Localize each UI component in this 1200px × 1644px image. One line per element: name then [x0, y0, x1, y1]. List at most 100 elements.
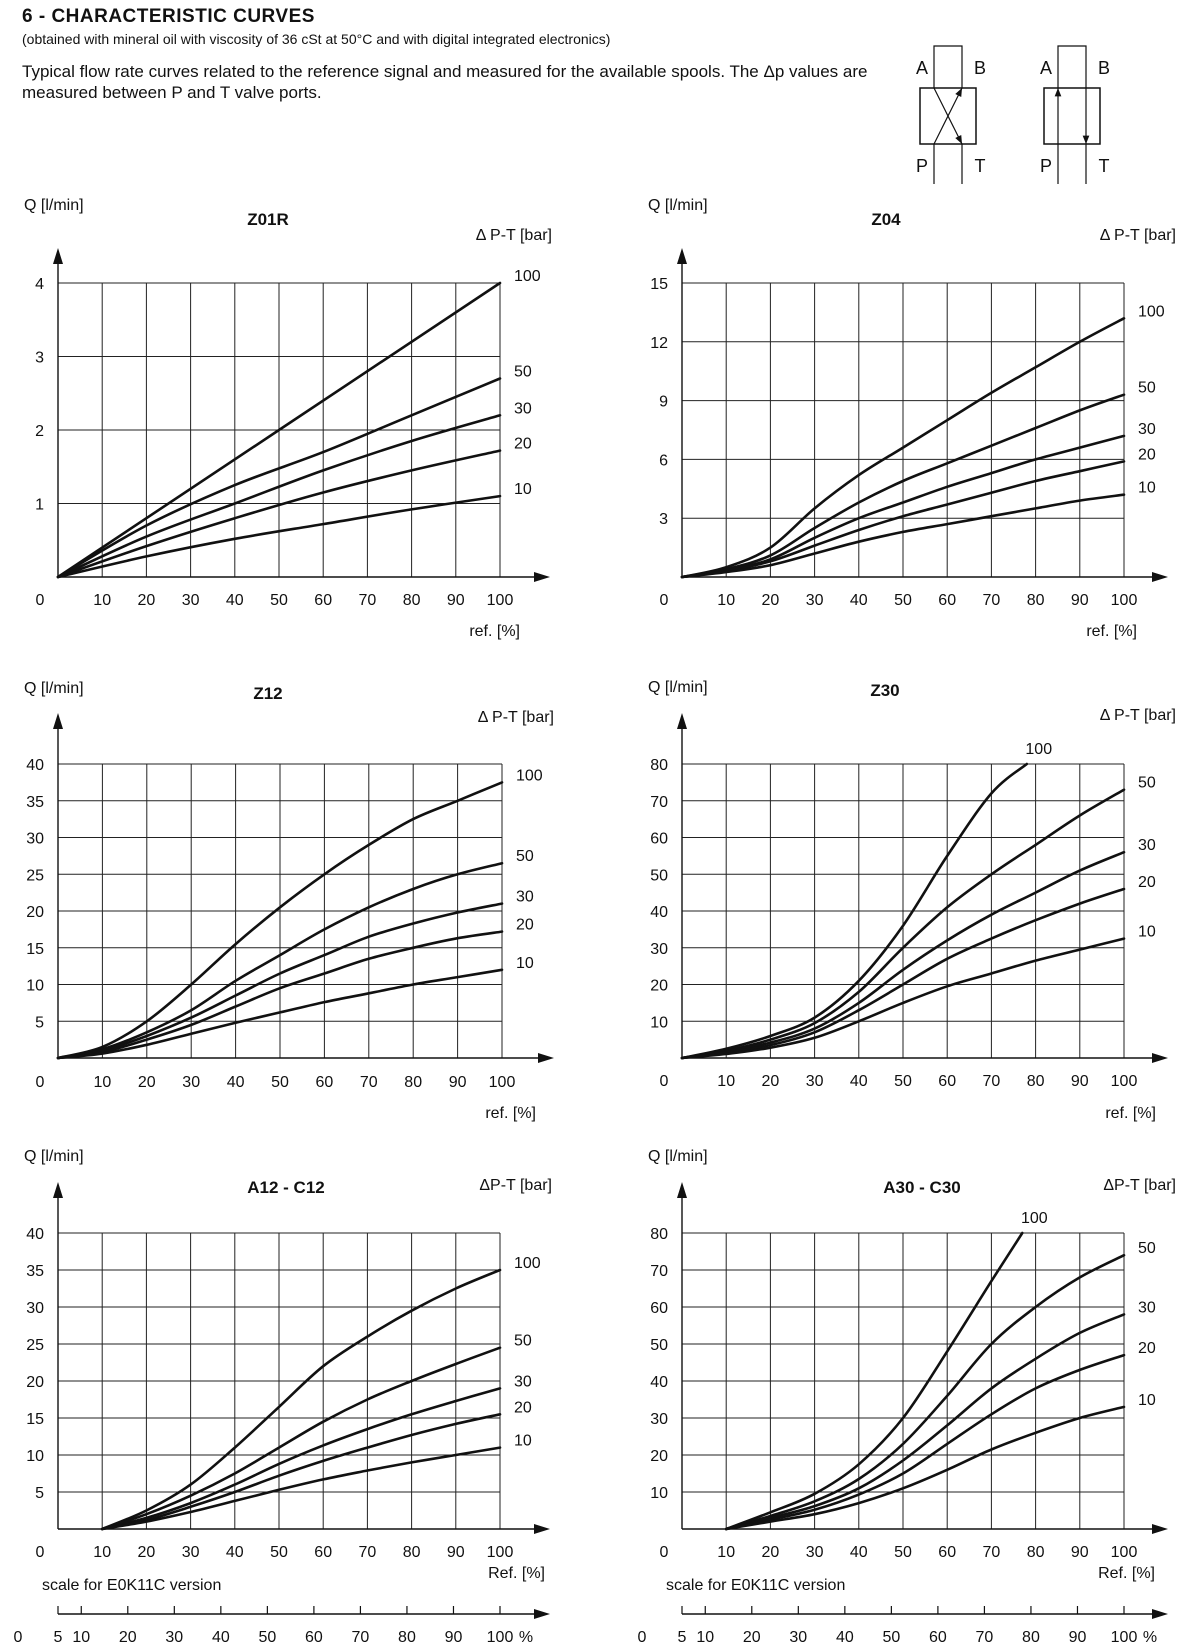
x-tick-label: 100: [489, 1074, 516, 1091]
x-tick-label: 50: [894, 1544, 912, 1561]
legend-title: Δ P-T [bar]: [1100, 227, 1176, 244]
y-axis-label: Q [l/min]: [648, 679, 708, 696]
x-tick-label: 90: [447, 1544, 465, 1561]
y-tick-label: 40: [650, 1374, 668, 1391]
x-tick-label: 30: [806, 1073, 824, 1090]
section-subtitle: (obtained with mineral oil with viscosit…: [22, 31, 611, 47]
secondary-axis-arrow: [1152, 1609, 1168, 1619]
port-label-a: A: [1040, 58, 1052, 78]
x-tick-label: 60: [314, 592, 332, 609]
x-tick-label: 40: [227, 1074, 245, 1091]
y-tick-label: 40: [650, 904, 668, 921]
x-axis-label: ref. [%]: [1105, 1105, 1156, 1122]
x-tick-label: 100: [1111, 1073, 1138, 1090]
port-label-t: T: [975, 156, 986, 176]
x-tick-label: 80: [1027, 592, 1045, 609]
curve-dp-100: [680, 317, 1126, 579]
series-label-100: 100: [516, 767, 543, 784]
y-tick-label: 30: [650, 941, 668, 958]
series-label-30: 30: [514, 400, 532, 417]
series-label-20: 20: [1138, 874, 1156, 891]
y-tick-label: 20: [26, 904, 44, 921]
series-label-10: 10: [1138, 480, 1156, 497]
y-tick-label: 5: [35, 1014, 44, 1031]
y-tick-label: 2: [35, 423, 44, 440]
series-label-30: 30: [1138, 837, 1156, 854]
y-tick-label: 10: [26, 978, 44, 995]
x-tick-label: 100: [487, 1544, 514, 1561]
secondary-tick-label: 30: [789, 1629, 807, 1644]
series-label-20: 20: [1138, 446, 1156, 463]
legend-title: Δ P-T [bar]: [476, 227, 552, 244]
y-tick-label: 70: [650, 794, 668, 811]
x-tick-label: 50: [270, 592, 288, 609]
y-tick-label: 35: [26, 1263, 44, 1280]
x-tick-label: 60: [938, 1073, 956, 1090]
x-axis-arrow: [1152, 1053, 1168, 1063]
curve-dp-10: [100, 1446, 502, 1531]
curve-dp-50: [100, 1346, 502, 1531]
y-tick-label: 40: [26, 1226, 44, 1243]
chart-6: A30 - C30 Q [l/min] ΔP-T [bar] Ref. [%] 0 10 2…: [638, 1148, 1176, 1644]
series-label-30: 30: [1138, 421, 1156, 438]
flow-arrow-a-t-head: [955, 135, 962, 144]
x-tick-label: 80: [403, 592, 421, 609]
y-tick-label: 5: [35, 1485, 44, 1502]
x-tick-label: 50: [270, 1544, 288, 1561]
y-axis-label: Q [l/min]: [24, 680, 84, 697]
curve-dp-100: [100, 1268, 502, 1531]
x-tick-label: 60: [938, 1544, 956, 1561]
page-header: 6 - CHARACTERISTIC CURVES (obtained with…: [22, 6, 882, 103]
y-tick-label: 35: [26, 794, 44, 811]
x-tick-label: 60: [314, 1544, 332, 1561]
series-label-10: 10: [514, 481, 532, 498]
curve-dp-100: [680, 762, 1029, 1060]
valve-body: [1043, 87, 1101, 145]
x-tick-label: 40: [226, 1544, 244, 1561]
x-tick-label: 10: [717, 1073, 735, 1090]
curve-dp-50: [680, 788, 1126, 1060]
x-tick-label: 40: [226, 592, 244, 609]
port-label-b: B: [974, 58, 986, 78]
curve-dp-10: [724, 1405, 1126, 1531]
series-label-100: 100: [1021, 1210, 1048, 1227]
y-tick-label: 80: [650, 757, 668, 774]
y-tick-label: 9: [659, 394, 668, 411]
x-tick-label: 40: [850, 1073, 868, 1090]
port-label-p: P: [916, 156, 928, 176]
x-tick-label: 20: [138, 1074, 156, 1091]
curve-dp-20: [680, 887, 1126, 1060]
series-label-10: 10: [516, 955, 534, 972]
series-label-100: 100: [1138, 303, 1165, 320]
x-tick-label: 10: [717, 592, 735, 609]
section-description: Typical flow rate curves related to the …: [22, 62, 868, 102]
port-label-p: P: [1040, 156, 1052, 176]
chart-title: Z30: [870, 681, 899, 700]
curve-dp-20: [56, 449, 502, 579]
curve-dp-50: [680, 393, 1126, 579]
curve-dp-20: [680, 460, 1126, 579]
chart-4: Z30 Q [l/min] Δ P-T [bar] ref. [%] 0 10 20 30 40…: [648, 679, 1176, 1122]
x-tick-label: 50: [894, 1073, 912, 1090]
series-label-30: 30: [1138, 1299, 1156, 1316]
section-title: 6 - CHARACTERISTIC CURVES: [22, 6, 315, 27]
x-tick-label: 30: [806, 1544, 824, 1561]
x-axis-label: ref. [%]: [1086, 623, 1137, 640]
y-tick-label: 25: [26, 867, 44, 884]
curve-dp-50: [724, 1253, 1126, 1531]
curve-dp-10: [56, 968, 504, 1060]
x-tick-label: 0: [36, 592, 45, 609]
curve-dp-100: [724, 1231, 1024, 1531]
y-tick-label: 10: [650, 1485, 668, 1502]
curve-dp-30: [56, 414, 502, 579]
secondary-tick-label: 10: [72, 1629, 90, 1644]
curve-dp-10: [680, 937, 1126, 1060]
x-tick-label: 60: [938, 592, 956, 609]
y-tick-label: 20: [650, 978, 668, 995]
y-axis-arrow: [677, 1182, 687, 1198]
x-axis-arrow: [538, 1053, 554, 1063]
x-tick-label: 80: [1027, 1544, 1045, 1561]
x-tick-label: 20: [762, 1544, 780, 1561]
x-tick-label: 70: [983, 1073, 1001, 1090]
port-label-a: A: [916, 58, 928, 78]
